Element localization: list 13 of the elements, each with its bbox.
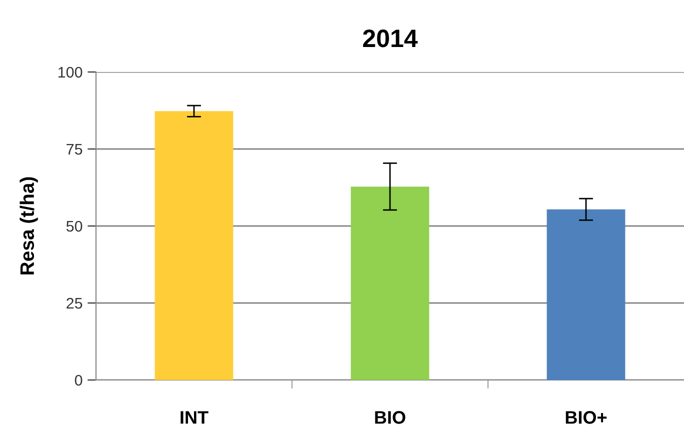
y-axis-title: Resa (t/ha) (20, 177, 38, 274)
x-tick-label: INT (180, 411, 208, 424)
y-tick-label: 25 (66, 298, 82, 309)
bar (546, 209, 626, 380)
x-tick-label: BIO+ (566, 411, 607, 424)
y-tick-label: 0 (74, 374, 82, 386)
chart-title: 2014 (363, 30, 418, 48)
y-tick-label: 100 (58, 66, 82, 78)
y-tick-label: 75 (66, 144, 82, 155)
bar (350, 186, 430, 380)
bar (154, 111, 234, 380)
y-tick-label: 50 (66, 220, 82, 232)
x-tick-label: BIO (375, 411, 406, 424)
